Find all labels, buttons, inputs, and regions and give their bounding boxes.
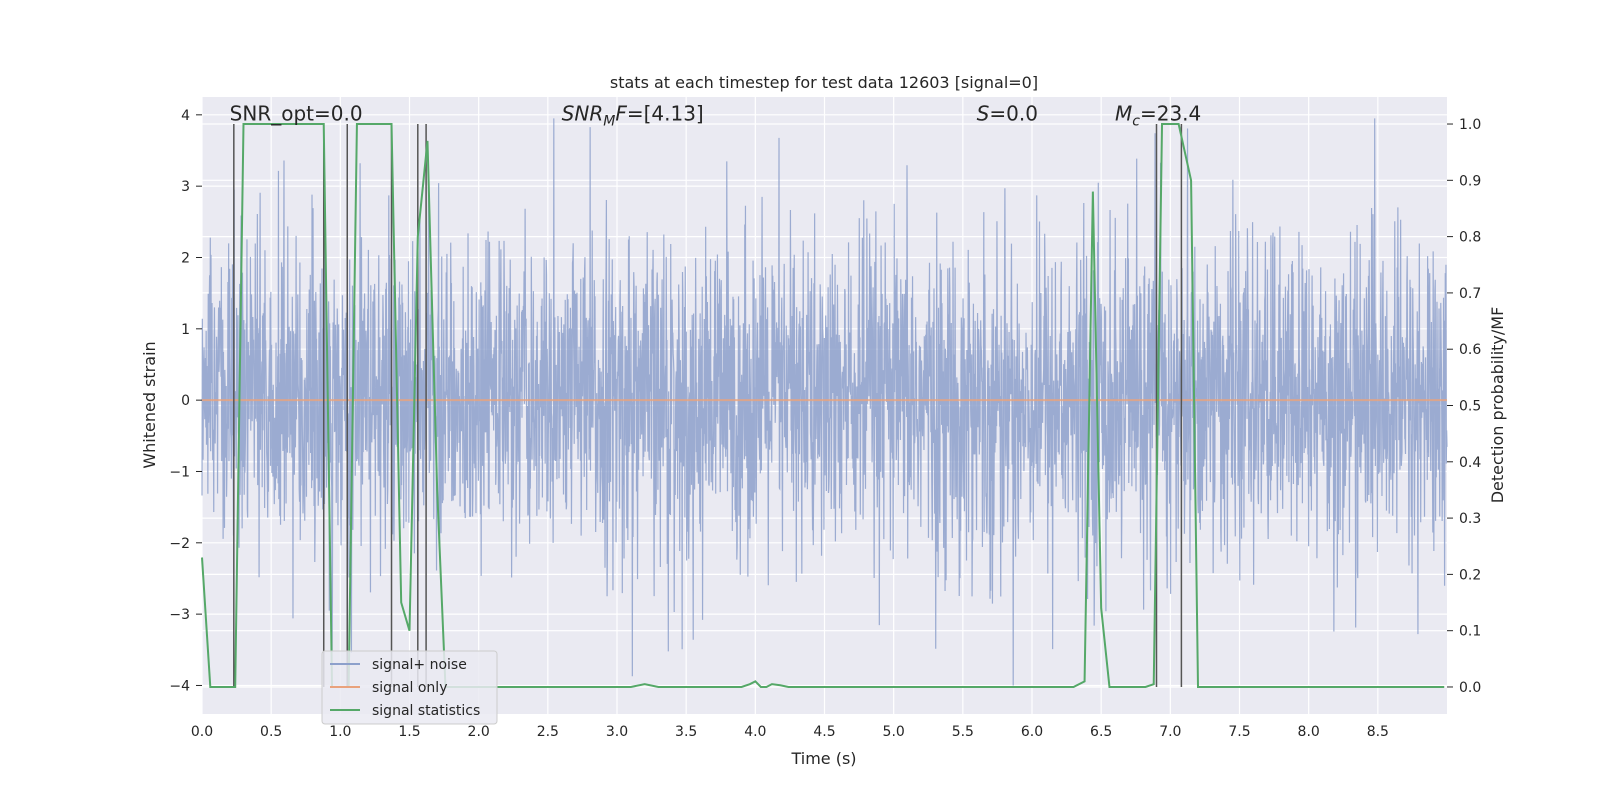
y-left-tick-label-6: 2 (181, 250, 190, 266)
y-right-tick-label-3: 0.3 (1459, 511, 1481, 527)
x-tick-label-3: 1.5 (398, 724, 420, 740)
annotation-2: S=0.0 (977, 101, 1038, 125)
annotations: SNR_opt=0.0 SNRMF=[4.13] S=0.0 Mc=23.4 (230, 101, 1202, 129)
x-axis-label: Time (s) (790, 749, 856, 768)
y-right-tick-labels: 0.0 0.1 0.2 0.3 0.4 0.5 0.6 0.7 0.8 0.9 1.0 (1447, 117, 1481, 696)
y-left-tick-label-4: 0 (181, 393, 190, 409)
annotation-0: SNR_opt=0.0 (230, 101, 363, 125)
chart-title: stats at each timestep for test data 126… (610, 73, 1038, 92)
x-tick-label-2: 1.0 (329, 724, 351, 740)
y-left-tick-label-7: 3 (181, 179, 190, 195)
signal-statistics-line (201, 123, 1445, 688)
y-axis-label-right: Detection probability/MF (1488, 307, 1507, 504)
y-right-tick-label-0: 0.0 (1459, 680, 1481, 696)
x-tick-label-0: 0.0 (191, 724, 213, 740)
y-right-tick-label-10: 1.0 (1459, 117, 1481, 133)
y-left-tick-label-8: 4 (181, 108, 190, 124)
y-left-tick-labels: −4 −3 −2 −1 0 1 2 3 4 (169, 108, 202, 694)
x-tick-label-10: 5.0 (883, 724, 905, 740)
x-tick-label-1: 0.5 (260, 724, 282, 740)
x-tick-label-8: 4.0 (744, 724, 766, 740)
y-left-tick-label-5: 1 (181, 322, 190, 338)
x-tick-label-14: 7.0 (1159, 724, 1181, 740)
x-tick-label-16: 8.0 (1298, 724, 1320, 740)
y-left-tick-label-0: −4 (169, 678, 190, 694)
y-right-tick-label-4: 0.4 (1459, 455, 1481, 471)
series-signal-statistics (201, 123, 1445, 688)
x-tick-labels: 0.0 0.5 1.0 1.5 2.0 2.5 3.0 3.5 4.0 4.5 5.0 5.5 6.0 6… (191, 724, 1389, 740)
x-tick-label-11: 5.5 (952, 724, 974, 740)
noise-line (201, 118, 1448, 686)
y-right-tick-label-7: 0.7 (1459, 286, 1481, 302)
annotation-3: Mc=23.4 (1115, 101, 1201, 129)
x-tick-label-15: 7.5 (1228, 724, 1250, 740)
y-axis-label-left: Whitened strain (140, 341, 159, 468)
legend-label-signal-noise: signal+ noise (372, 657, 467, 673)
y-left-tick-label-2: −2 (169, 536, 190, 552)
legend-box (321, 650, 498, 725)
x-tick-label-4: 2.0 (468, 724, 490, 740)
y-left-tick-label-3: −1 (169, 464, 190, 480)
x-tick-label-17: 8.5 (1367, 724, 1389, 740)
y-right-tick-label-8: 0.8 (1459, 230, 1481, 246)
vertical-markers (233, 124, 1183, 687)
x-tick-label-5: 2.5 (537, 724, 559, 740)
x-tick-label-9: 4.5 (813, 724, 835, 740)
y-right-tick-label-1: 0.1 (1459, 624, 1481, 640)
annotation-1: SNRMF=[4.13] (562, 101, 704, 129)
x-tick-label-7: 3.5 (675, 724, 697, 740)
y-right-tick-label-9: 0.9 (1459, 173, 1481, 189)
legend-label-signal-statistics: signal statistics (372, 703, 480, 719)
x-tick-label-6: 3.0 (606, 724, 628, 740)
legend: signal+ noise signal only signal statist… (321, 650, 498, 725)
y-right-tick-label-5: 0.5 (1459, 399, 1481, 415)
series-signal-noise (201, 118, 1448, 686)
y-right-tick-label-2: 0.2 (1459, 567, 1481, 583)
legend-label-signal-only: signal only (372, 680, 447, 696)
x-tick-label-13: 6.5 (1090, 724, 1112, 740)
x-tick-label-12: 6.0 (1021, 724, 1043, 740)
y-left-tick-label-1: −3 (169, 607, 190, 623)
y-right-tick-label-6: 0.6 (1459, 342, 1481, 358)
